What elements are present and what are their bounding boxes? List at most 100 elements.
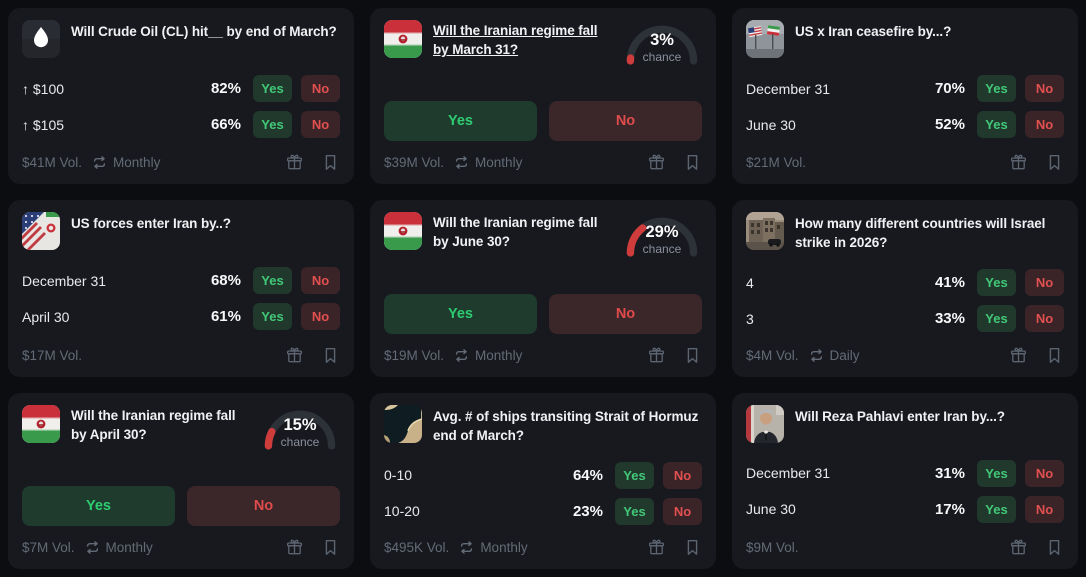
yes-button[interactable]: Yes	[384, 101, 537, 142]
no-button[interactable]: No	[301, 303, 340, 331]
yes-button[interactable]: Yes	[977, 459, 1016, 487]
volume-label: $21M Vol.	[746, 155, 807, 171]
market-card-hormuz-ships[interactable]: Avg. # of ships transiting Strait of Hor…	[370, 392, 716, 569]
frequency-badge: Daily	[809, 348, 860, 363]
market-card-us-forces-iran[interactable]: US forces enter Iran by..? December 31 6…	[8, 200, 354, 377]
no-button[interactable]: No	[301, 267, 340, 295]
no-button[interactable]: No	[301, 111, 340, 138]
yes-button[interactable]: Yes	[253, 111, 292, 138]
no-button[interactable]: No	[187, 485, 340, 526]
market-title[interactable]: Avg. # of ships transiting Strait of Hor…	[433, 408, 699, 443]
gift-icon[interactable]	[1009, 346, 1028, 365]
outcome-row[interactable]: December 31 31% Yes No	[746, 459, 1064, 487]
chance-percent: 3%	[650, 31, 674, 49]
volume-label: $4M Vol.	[746, 347, 799, 363]
recurrence-cycle-icon	[461, 541, 473, 554]
gift-icon[interactable]	[285, 346, 304, 365]
yes-button[interactable]: Yes	[253, 303, 292, 331]
outcome-percent: 82%	[210, 80, 241, 97]
outcome-row[interactable]: April 30 61% Yes No	[22, 303, 340, 331]
gift-icon[interactable]	[647, 538, 666, 557]
frequency-label: Monthly	[105, 539, 153, 555]
market-card-iran-regime-april[interactable]: Will the Iranian regime fall by April 30…	[8, 392, 354, 569]
market-card-iran-regime-march[interactable]: Will the Iranian regime fall by March 31…	[370, 8, 716, 185]
outcome-row[interactable]: June 30 17% Yes No	[746, 495, 1064, 523]
chance-gauge: 3% chance	[622, 18, 702, 70]
strait-satellite-photo-icon	[384, 404, 422, 443]
yes-button[interactable]: Yes	[977, 495, 1016, 523]
outcome-row[interactable]: June 30 52% Yes No	[746, 111, 1064, 138]
outcome-row[interactable]: ↑ $100 82% Yes No	[22, 75, 340, 102]
volume-label: $495K Vol.	[384, 539, 450, 555]
bookmark-icon[interactable]	[321, 538, 340, 557]
no-button[interactable]: No	[1025, 269, 1064, 297]
market-title[interactable]: Will the Iranian regime fall by April 30…	[71, 407, 236, 442]
yes-button[interactable]: Yes	[253, 267, 292, 295]
volume-label: $7M Vol.	[22, 539, 75, 555]
no-button[interactable]: No	[1025, 75, 1064, 102]
yes-button[interactable]: Yes	[615, 461, 654, 489]
recurrence-cycle-icon	[810, 348, 822, 362]
no-button[interactable]: No	[1025, 111, 1064, 138]
bookmark-icon[interactable]	[683, 346, 702, 365]
gift-icon[interactable]	[285, 538, 304, 557]
outcome-row[interactable]: 10-20 23% Yes No	[384, 497, 702, 525]
chance-caption: chance	[280, 434, 320, 449]
no-button[interactable]: No	[1025, 459, 1064, 487]
market-card-iran-regime-june[interactable]: Will the Iranian regime fall by June 30?…	[370, 200, 716, 377]
yes-button[interactable]: Yes	[384, 293, 537, 334]
market-title[interactable]: Will Reza Pahlavi enter Iran by...?	[795, 408, 1005, 424]
frequency-label: Monthly	[480, 539, 528, 555]
bookmark-icon[interactable]	[683, 153, 702, 172]
outcome-row[interactable]: December 31 68% Yes No	[22, 267, 340, 295]
outcome-row[interactable]: 3 33% Yes No	[746, 305, 1064, 333]
outcome-row[interactable]: ↑ $105 66% Yes No	[22, 111, 340, 138]
reza-pahlavi-photo-icon	[746, 404, 784, 443]
market-card-israel-strike-countries[interactable]: How many different countries will Israel…	[732, 200, 1078, 377]
market-card-us-iran-ceasefire[interactable]: US x Iran ceasefire by...? December 31 7…	[732, 8, 1078, 185]
frequency-label: Monthly	[475, 347, 523, 363]
bookmark-icon[interactable]	[321, 346, 340, 365]
volume-label: $41M Vol.	[22, 155, 83, 171]
market-title[interactable]: US forces enter Iran by..?	[71, 216, 231, 232]
bookmark-icon[interactable]	[1045, 153, 1064, 172]
outcome-row[interactable]: 0-10 64% Yes No	[384, 461, 702, 489]
gift-icon[interactable]	[647, 346, 666, 365]
outcome-percent: 31%	[934, 464, 965, 482]
gift-icon[interactable]	[1009, 153, 1028, 172]
frequency-label: Monthly	[113, 155, 161, 171]
gift-icon[interactable]	[647, 153, 666, 172]
chance-gauge: 15% chance	[260, 403, 340, 455]
market-card-crude-oil[interactable]: Will Crude Oil (CL) hit__ by end of Marc…	[8, 8, 354, 185]
gift-icon[interactable]	[1009, 538, 1028, 557]
outcome-percent: 41%	[934, 274, 965, 292]
market-title[interactable]: US x Iran ceasefire by...?	[795, 24, 952, 39]
no-button[interactable]: No	[549, 101, 702, 142]
bookmark-icon[interactable]	[321, 153, 340, 172]
no-button[interactable]: No	[1025, 495, 1064, 523]
market-title[interactable]: Will the Iranian regime fall by March 31…	[433, 23, 598, 57]
bookmark-icon[interactable]	[683, 538, 702, 557]
yes-button[interactable]: Yes	[615, 497, 654, 525]
yes-button[interactable]: Yes	[977, 75, 1016, 102]
bookmark-icon[interactable]	[1045, 538, 1064, 557]
outcome-row[interactable]: December 31 70% Yes No	[746, 75, 1064, 102]
no-button[interactable]: No	[663, 461, 702, 489]
no-button[interactable]: No	[549, 293, 702, 334]
frequency-badge: Monthly	[459, 539, 528, 555]
bookmark-icon[interactable]	[1045, 346, 1064, 365]
market-card-reza-pahlavi[interactable]: Will Reza Pahlavi enter Iran by...? Dece…	[732, 392, 1078, 569]
no-button[interactable]: No	[663, 497, 702, 525]
market-title[interactable]: Will the Iranian regime fall by June 30?	[433, 215, 598, 250]
yes-button[interactable]: Yes	[977, 305, 1016, 333]
outcome-row[interactable]: 4 41% Yes No	[746, 269, 1064, 297]
market-title[interactable]: Will Crude Oil (CL) hit__ by end of Marc…	[71, 24, 337, 39]
no-button[interactable]: No	[1025, 305, 1064, 333]
gift-icon[interactable]	[285, 153, 304, 172]
yes-button[interactable]: Yes	[977, 111, 1016, 138]
yes-button[interactable]: Yes	[977, 269, 1016, 297]
yes-button[interactable]: Yes	[22, 485, 175, 526]
yes-button[interactable]: Yes	[253, 75, 292, 102]
market-title[interactable]: How many different countries will Israel…	[795, 216, 1046, 251]
no-button[interactable]: No	[301, 75, 340, 102]
